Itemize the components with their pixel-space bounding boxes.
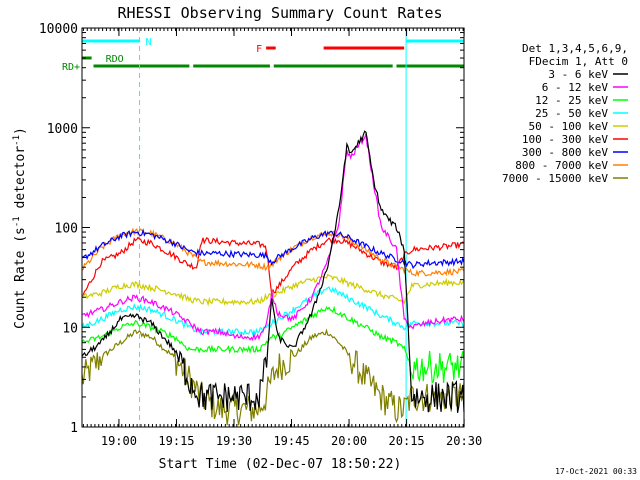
series-line	[81, 273, 465, 307]
legend: Det 1,3,4,5,6,9, FDecim 1, Att 0 3 - 6 k…	[502, 42, 628, 185]
x-axis-label: Start Time (02-Dec-07 18:50:22)	[159, 457, 402, 472]
series-line	[81, 286, 465, 337]
x-tick-label: 19:30	[216, 434, 252, 448]
footer-timestamp: 17-Oct-2021 00:33	[555, 467, 637, 476]
y-axis-label: Count Rate (s-1 detector-1)	[12, 127, 28, 329]
y-tick-label: 1000	[47, 122, 78, 137]
legend-entry-label: 300 - 800 keV	[522, 146, 608, 159]
x-tick-label: 20:00	[331, 434, 367, 448]
series-line	[81, 228, 465, 270]
x-tick-label: 19:15	[158, 434, 194, 448]
legend-entry-label: 3 - 6 keV	[548, 68, 608, 81]
legend-entry-label: 100 - 300 keV	[522, 133, 608, 146]
legend-entry-label: 6 - 12 keV	[542, 81, 609, 94]
legend-entry-label: 800 - 7000 keV	[515, 159, 608, 172]
flags-layer: N F RDO RD+	[62, 37, 464, 73]
y-tick-label: 1	[70, 421, 78, 436]
y-axis-label-mid: detector	[13, 146, 28, 217]
flag-label-rd: RD+	[62, 62, 80, 73]
chart-title: RHESSI Observing Summary Count Rates	[117, 4, 442, 22]
y-axis-label-end: )	[13, 127, 28, 135]
legend-entry-label: 50 - 100 keV	[529, 120, 609, 133]
series-line	[81, 130, 465, 413]
x-tick-label: 20:15	[389, 434, 425, 448]
y-tick-label: 10	[62, 321, 78, 336]
x-tick-label: 19:00	[101, 434, 137, 448]
flag-label-n: N	[146, 37, 152, 48]
y-axis-label-sup1: -1	[12, 216, 22, 227]
y-tick-label: 100	[55, 222, 78, 237]
flag-label-rdo: RDO	[106, 54, 124, 65]
series-layer	[81, 130, 465, 426]
legend-header-2: FDecim 1, Att 0	[529, 55, 628, 68]
legend-entry-label: 12 - 25 keV	[535, 94, 608, 107]
legend-entry-label: 25 - 50 keV	[535, 107, 608, 120]
x-tick-label: 20:30	[446, 434, 482, 448]
x-tick-label: 19:45	[273, 434, 309, 448]
y-axis-label-sup2: -1	[12, 135, 22, 146]
series-line	[81, 305, 465, 384]
series-line	[81, 328, 465, 426]
legend-header-1: Det 1,3,4,5,6,9,	[522, 42, 628, 55]
y-axis-label-main: Count Rate (s	[13, 227, 28, 329]
series-line	[81, 133, 465, 342]
series-line	[81, 236, 465, 297]
y-tick-label: 10000	[39, 22, 78, 37]
axes-layer: 19:00 19:15 19:30 19:45 20:00 20:15 20:30 1 10 10…	[39, 22, 482, 448]
legend-entry-label: 7000 - 15000 keV	[502, 172, 608, 185]
flag-label-f: F	[256, 44, 262, 55]
